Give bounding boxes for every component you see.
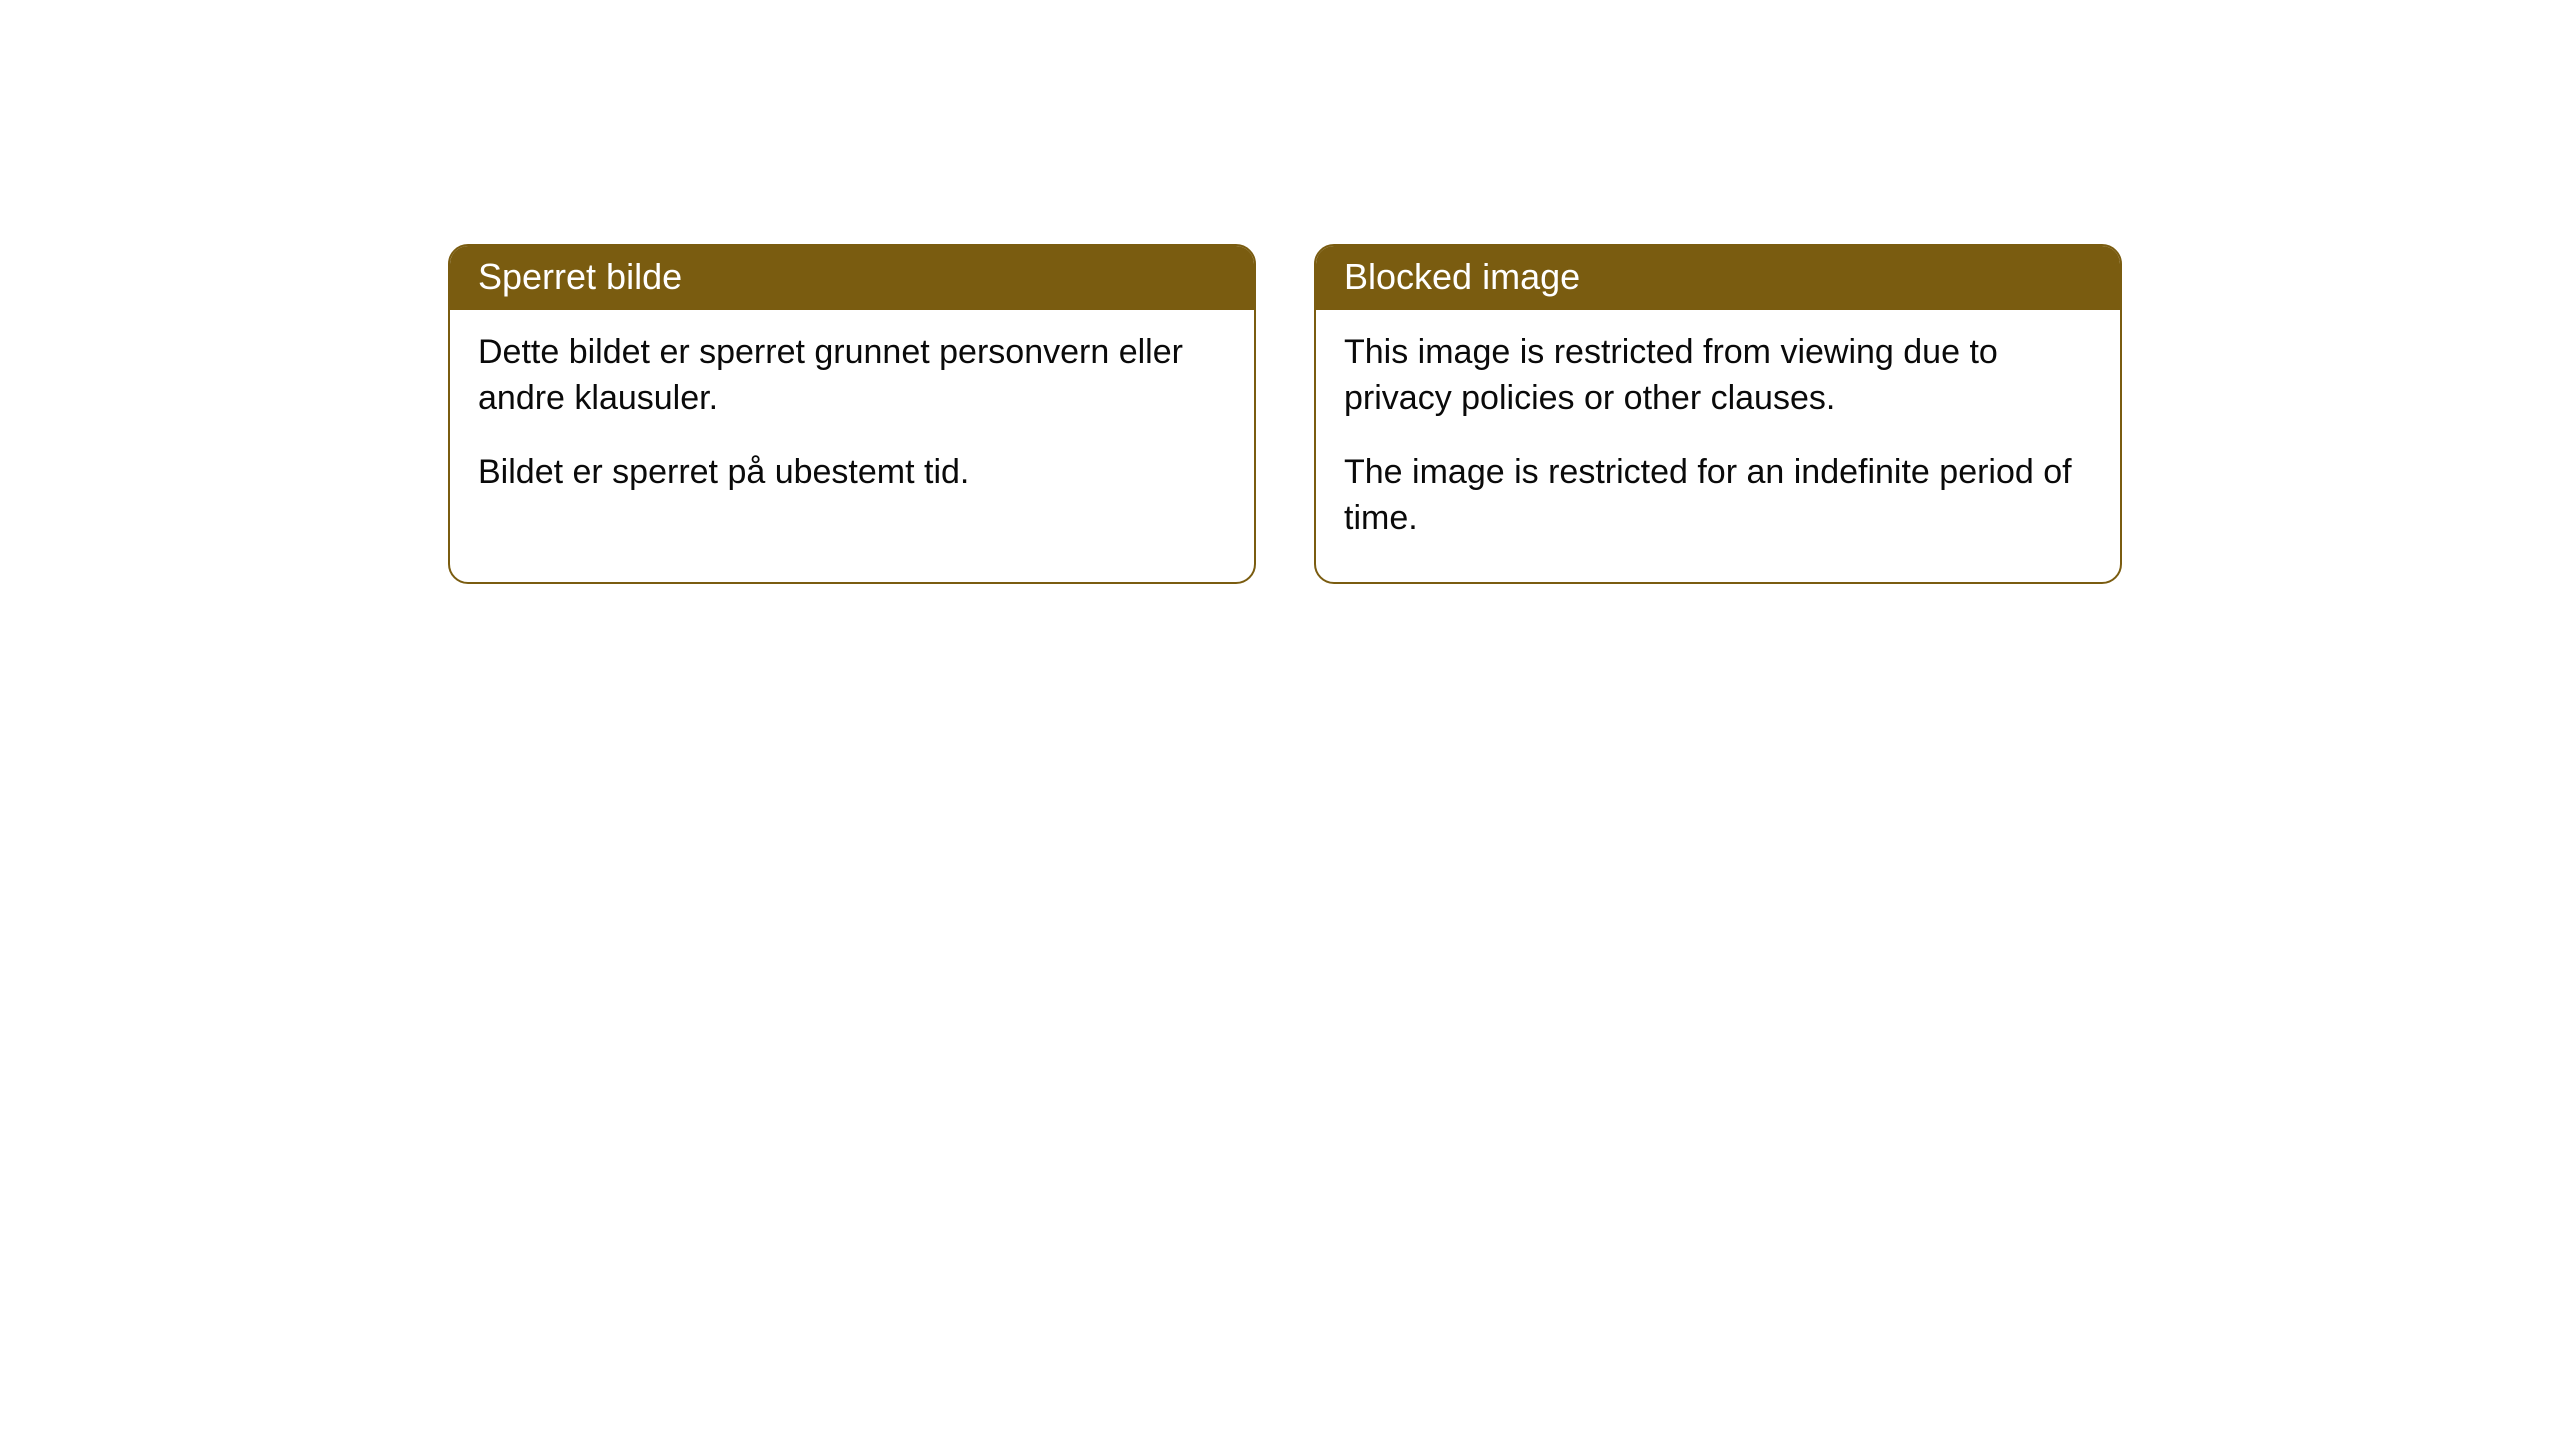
card-paragraph: The image is restricted for an indefinit… <box>1344 450 2092 542</box>
card-paragraph: Dette bildet er sperret grunnet personve… <box>478 330 1226 422</box>
blocked-image-card-english: Blocked image This image is restricted f… <box>1314 244 2122 584</box>
card-title: Sperret bilde <box>450 246 1254 310</box>
card-paragraph: Bildet er sperret på ubestemt tid. <box>478 450 1226 496</box>
cards-container: Sperret bilde Dette bildet er sperret gr… <box>448 244 2122 584</box>
blocked-image-card-norwegian: Sperret bilde Dette bildet er sperret gr… <box>448 244 1256 584</box>
card-body: This image is restricted from viewing du… <box>1316 310 2120 582</box>
card-title: Blocked image <box>1316 246 2120 310</box>
card-paragraph: This image is restricted from viewing du… <box>1344 330 2092 422</box>
card-body: Dette bildet er sperret grunnet personve… <box>450 310 1254 536</box>
